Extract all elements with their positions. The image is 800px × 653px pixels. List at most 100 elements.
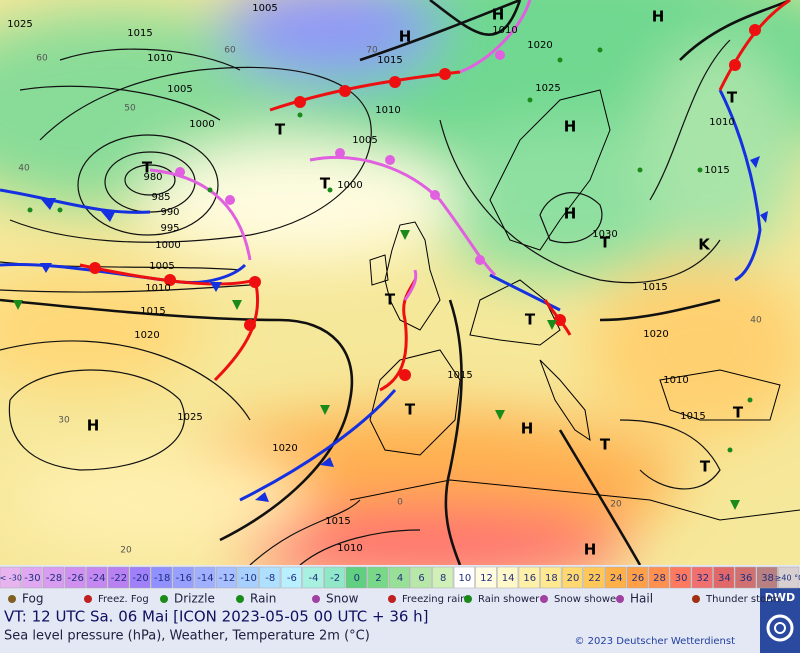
scale-label: 16 — [523, 573, 536, 584]
isobar-label: 990 — [160, 207, 179, 218]
weather-icon — [388, 595, 396, 603]
scale-label: ≥40 °C — [775, 574, 800, 583]
isobar-label: 1025 — [177, 412, 202, 423]
fronts — [0, 0, 791, 502]
scale-label: 22 — [588, 573, 601, 584]
scale-label: -16 — [176, 573, 192, 584]
pressure-center: T — [600, 234, 611, 252]
weather-icon — [464, 595, 472, 603]
scale-cell — [605, 566, 627, 589]
weather-symbols — [13, 47, 753, 510]
scale-cell — [21, 566, 43, 589]
isobar-label: 1010 — [709, 117, 734, 128]
scale-label: 26 — [631, 573, 644, 584]
scale-label: 38 — [761, 573, 774, 584]
scale-cell — [561, 566, 584, 589]
temperature-label: 20 — [120, 546, 132, 556]
scale-cell — [453, 566, 475, 589]
scale-cell — [497, 566, 519, 589]
scale-label: -28 — [46, 573, 62, 584]
scale-cell — [151, 566, 173, 589]
scale-label: -8 — [265, 573, 275, 584]
pressure-center: H — [584, 541, 597, 559]
pressure-center: T — [700, 458, 711, 476]
pressure-center: H — [564, 205, 577, 223]
isobar-label: 1005 — [252, 3, 277, 14]
weather-label: Drizzle — [174, 592, 215, 606]
isobar-label: 1010 — [147, 53, 172, 64]
pressure-center: T — [405, 401, 416, 419]
pressure-center: H — [399, 28, 412, 46]
dwd-logo-swirl-inner — [774, 622, 786, 634]
pressure-center: T — [727, 89, 738, 107]
pressure-center: H — [564, 118, 577, 136]
isobar-label: 1020 — [643, 329, 668, 340]
isobar-label: 1010 — [492, 25, 517, 36]
scale-label: -12 — [219, 573, 235, 584]
pressure-center: H — [492, 6, 505, 24]
pressure-center: T — [600, 436, 611, 454]
isobar-label: 1020 — [134, 330, 159, 341]
scale-cell — [540, 566, 562, 589]
scale-cell — [42, 566, 65, 589]
temperature-label: 50 — [124, 104, 136, 114]
scale-cell — [259, 566, 281, 589]
pressure-center: T — [320, 175, 331, 193]
scale-cell — [713, 566, 735, 589]
temperature-field — [0, 0, 800, 565]
weather-icon — [84, 595, 92, 603]
pressure-center: H — [521, 420, 534, 438]
weather-label: Snow shower — [554, 594, 621, 605]
scale-cell — [237, 566, 259, 589]
isobar-label: 1020 — [272, 443, 297, 454]
map-labels: 1005 1015 1010 1005 1000 980 985 990 995 1000 1005… — [7, 3, 762, 559]
scale-cell — [734, 566, 757, 589]
legend: DWD VT: 12 UTC Sa. 06 Mai [ICON 2023-05-… — [0, 565, 800, 653]
scale-cell — [172, 566, 194, 589]
weather-label: Thunder storm — [705, 594, 780, 605]
scale-cell — [432, 566, 454, 589]
isobar-label: 1000 — [155, 240, 180, 251]
isobar-label: 995 — [160, 223, 179, 234]
scale-label: 20 — [567, 573, 580, 584]
weather-icon — [8, 595, 16, 603]
scale-label: 12 — [480, 573, 493, 584]
scale-cell — [367, 566, 389, 589]
weather-label: Freez. Fog — [98, 594, 149, 605]
pressure-center: T — [733, 404, 744, 422]
isobar-label: 1010 — [145, 283, 170, 294]
scale-label: 30 — [675, 573, 688, 584]
scale-cell — [756, 566, 778, 589]
scale-label: -30 — [24, 573, 40, 584]
temperature-label: 40 — [750, 316, 762, 326]
isobar-label: 1005 — [167, 84, 192, 95]
isobar-label: 1015 — [377, 55, 402, 66]
scale-label: -2 — [330, 573, 340, 584]
scale-cell — [280, 566, 302, 589]
scale-cell — [64, 566, 86, 589]
scale-label: 0 — [354, 573, 360, 584]
weather-icon — [312, 595, 320, 603]
temperature-label: 70 — [366, 46, 378, 56]
scale-label: 18 — [545, 573, 558, 584]
isobar-label: 1015 — [127, 28, 152, 39]
scale-label: 36 — [740, 573, 753, 584]
map: 1005 1015 1010 1005 1000 980 985 990 995 1000 1005… — [0, 0, 800, 565]
weather-label: Rain — [250, 592, 276, 606]
scale-label: -10 — [240, 573, 256, 584]
weather-label: Hail — [630, 592, 653, 606]
isobar-label: 1000 — [189, 119, 214, 130]
scale-label: 28 — [653, 573, 666, 584]
isobar-label: 1015 — [704, 165, 729, 176]
isobar-label: 1005 — [149, 261, 174, 272]
isobar-label: 1030 — [592, 229, 617, 240]
scale-label: -14 — [197, 573, 213, 584]
scale-label: 8 — [440, 573, 446, 584]
dwd-logo-swirl — [766, 614, 794, 642]
copyright: © 2023 Deutscher Wetterdienst — [574, 636, 735, 647]
scale-cell — [410, 566, 432, 589]
isobar-label: 1025 — [7, 19, 32, 30]
scale-label: 34 — [718, 573, 731, 584]
temperature-label: 0 — [397, 498, 403, 508]
scale-label: -4 — [309, 573, 319, 584]
